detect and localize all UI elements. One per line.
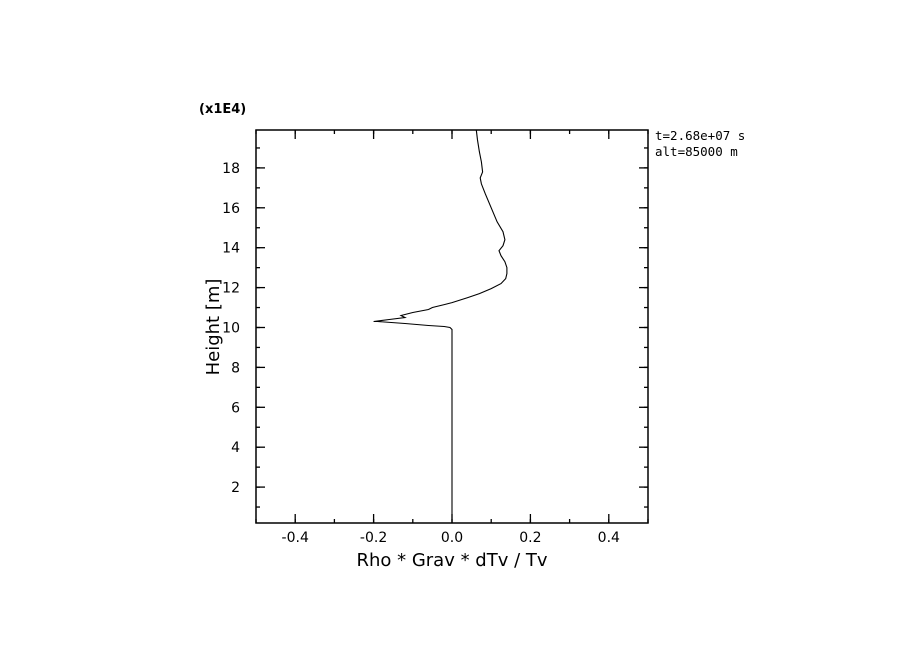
axis-ticks [255,130,649,523]
x-tick-label: 0.2 [519,530,541,546]
y-tick-label: 6 [231,400,240,416]
time-annotation: t=2.68e+07 s [655,128,745,143]
tick-labels: -0.4 -0.2 0.0 0.2 0.4 2 4 6 8 10 12 14 16 18 [222,161,620,546]
x-tick-label: 0.4 [598,530,620,546]
y-tick-label: 18 [222,161,240,177]
y-tick-label: 2 [231,480,240,496]
y-multiplier-label: (x1E4) [199,102,246,117]
y-tick-label: 8 [231,360,240,376]
x-axis-title: Rho * Grav * dTv / Tv [356,550,547,571]
x-tick-label: -0.4 [282,530,309,546]
y-tick-label: 10 [222,320,240,336]
y-axis-title: Height [m] [203,279,224,376]
y-tick-label: 14 [222,241,240,257]
y-tick-label: 4 [231,440,240,456]
x-tick-label: -0.2 [360,530,387,546]
altitude-annotation: alt=85000 m [655,144,738,159]
y-tick-label: 12 [222,281,240,297]
x-tick-label: 0.0 [441,530,463,546]
y-tick-label: 16 [222,201,240,217]
series-line [373,129,508,521]
